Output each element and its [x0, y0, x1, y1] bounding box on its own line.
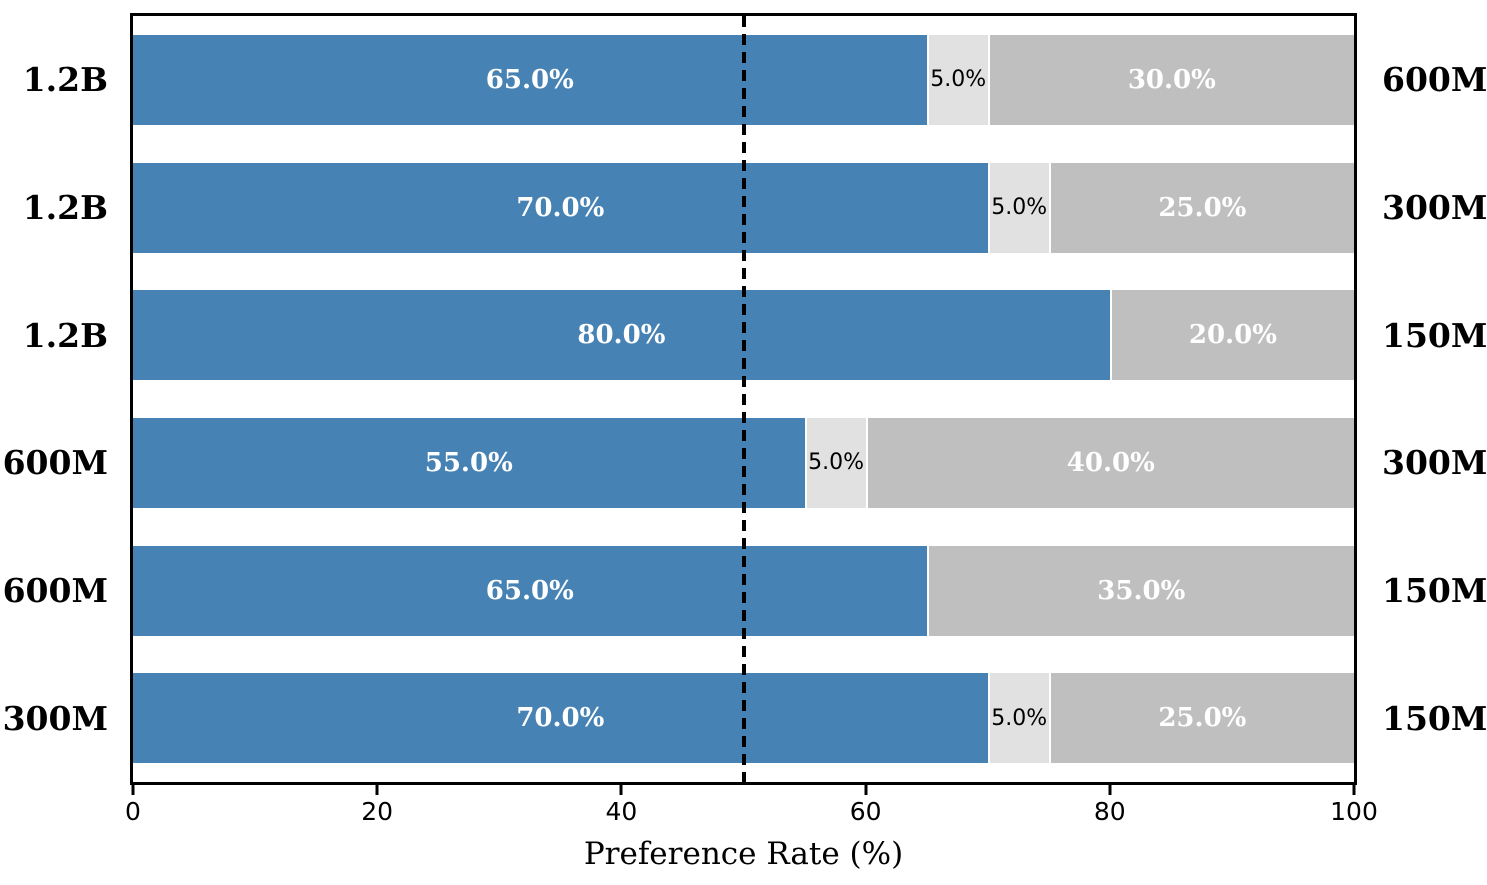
bar-row: 70.0% 5.0% 25.0%: [133, 162, 1354, 253]
tie-label: 5.0%: [991, 195, 1048, 220]
win-label: 70.0%: [516, 192, 605, 223]
left-category-label: 600M: [2, 443, 108, 483]
bar-row: 70.0% 5.0% 25.0%: [133, 673, 1354, 764]
loss-label: 25.0%: [1158, 703, 1247, 734]
left-category-label: 1.2B: [22, 60, 108, 100]
x-tick-mark: [131, 785, 135, 795]
loss-label: 20.0%: [1188, 320, 1277, 351]
loss-segment: 25.0%: [1048, 673, 1354, 764]
win-segment: 70.0%: [133, 162, 988, 253]
win-label: 70.0%: [516, 703, 605, 734]
win-segment: 55.0%: [133, 417, 805, 508]
right-category-label: 150M: [1382, 571, 1487, 610]
win-segment: 65.0%: [133, 34, 927, 125]
x-tick-mark: [619, 785, 623, 795]
left-category-label: 600M: [2, 571, 108, 610]
x-axis-title: Preference Rate (%): [583, 836, 904, 872]
loss-label: 25.0%: [1158, 192, 1247, 223]
win-label: 65.0%: [485, 575, 574, 606]
tie-segment: 5.0%: [987, 673, 1049, 764]
loss-label: 35.0%: [1097, 575, 1186, 606]
bar-row: 65.0% 35.0%: [133, 545, 1354, 636]
x-tick-mark: [1108, 785, 1112, 795]
bar-row: 55.0% 5.0% 40.0%: [133, 417, 1354, 508]
bar-row: 80.0% 20.0%: [133, 290, 1354, 381]
left-category-label: 300M: [2, 698, 108, 738]
left-category-label: 1.2B: [22, 188, 108, 227]
tie-segment: 5.0%: [804, 417, 866, 508]
fifty-percent-reference-line: [741, 16, 746, 782]
right-category-label: 150M: [1382, 315, 1487, 355]
win-segment: 65.0%: [133, 545, 927, 636]
x-tick-label: 100: [1330, 797, 1378, 826]
win-label: 65.0%: [485, 64, 574, 95]
tie-segment: 5.0%: [987, 162, 1049, 253]
x-tick-label: 40: [605, 797, 638, 826]
win-label: 55.0%: [424, 447, 513, 478]
plot-area: 65.0% 5.0% 30.0% 70.0% 5.0% 25.0% 80.0% …: [130, 13, 1357, 785]
x-tick-label: 60: [849, 797, 882, 826]
x-tick-label: 20: [361, 797, 394, 826]
tie-segment: 5.0%: [926, 34, 988, 125]
left-category-label: 1.2B: [22, 315, 108, 355]
win-segment: 70.0%: [133, 673, 988, 764]
loss-segment: 20.0%: [1109, 290, 1354, 381]
tie-label: 5.0%: [930, 67, 987, 93]
loss-segment: 40.0%: [865, 417, 1354, 508]
loss-label: 40.0%: [1066, 447, 1155, 478]
bar-group: 65.0% 5.0% 30.0% 70.0% 5.0% 25.0% 80.0% …: [133, 16, 1354, 782]
bar-row: 65.0% 5.0% 30.0%: [133, 34, 1354, 125]
win-segment: 80.0%: [133, 290, 1110, 381]
x-tick-label: 80: [1093, 797, 1126, 826]
x-tick-mark: [864, 785, 868, 795]
tie-label: 5.0%: [808, 450, 865, 476]
right-category-label: 150M: [1382, 698, 1487, 738]
x-tick-label: 0: [125, 797, 141, 826]
tie-label: 5.0%: [991, 705, 1048, 731]
loss-segment: 30.0%: [987, 34, 1354, 125]
loss-segment: 35.0%: [926, 545, 1354, 636]
x-tick-mark: [1352, 785, 1356, 795]
right-category-label: 300M: [1382, 188, 1487, 227]
loss-label: 30.0%: [1127, 64, 1216, 95]
x-tick-mark: [375, 785, 379, 795]
right-category-label: 600M: [1382, 60, 1487, 100]
loss-segment: 25.0%: [1048, 162, 1354, 253]
right-category-label: 300M: [1382, 443, 1487, 483]
win-label: 80.0%: [577, 320, 666, 351]
